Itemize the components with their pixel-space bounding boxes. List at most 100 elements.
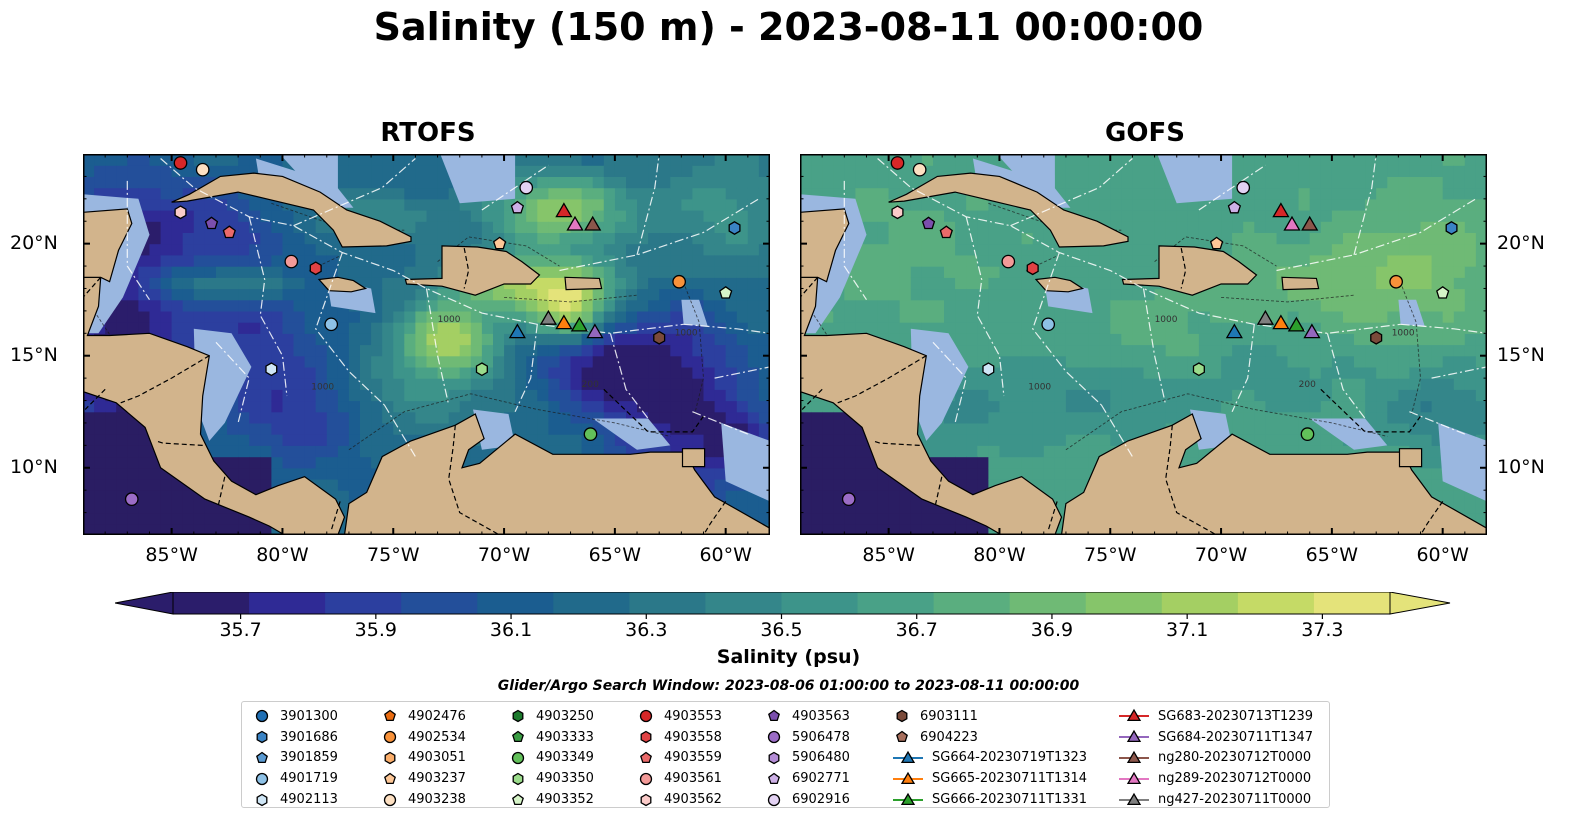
legend-label: 4903558	[664, 729, 722, 745]
land-hispaniola	[1121, 245, 1258, 296]
legend-item: 4903559	[636, 748, 722, 769]
legend-label: 4903349	[536, 750, 594, 766]
legend-label: 6902916	[792, 792, 850, 808]
legend-item: ng427-20230711T0000	[1118, 789, 1313, 810]
platform-ng280-20230712T0000	[1301, 215, 1319, 231]
legend-column: 4902476 4902534 4903051 4903237 4903238	[380, 706, 466, 810]
hexagon-marker-icon	[256, 730, 268, 744]
legend-marker	[896, 710, 908, 723]
legend-marker	[1126, 792, 1142, 805]
platform-4903558	[1026, 261, 1039, 276]
legend-item: 4903563	[764, 706, 850, 727]
legend-label: ng280-20230712T0000	[1158, 750, 1312, 766]
triangle-marker-icon	[893, 792, 923, 805]
platform-4903352	[719, 286, 733, 299]
legend-marker	[384, 751, 396, 765]
hexagon-marker-icon	[512, 710, 524, 723]
legend-marker	[640, 793, 652, 806]
colorbar	[115, 592, 1451, 619]
legend-marker	[900, 771, 916, 784]
map-rtofs[interactable]: 1000 200 1000 1000	[83, 154, 770, 535]
legend-label: SG683-20230713T1239	[1158, 708, 1314, 724]
triangle-marker-icon	[893, 750, 923, 764]
land-central-america	[83, 276, 346, 535]
platform-SG665-20230711T1314	[555, 314, 573, 330]
legend-label: SG665-20230711T1314	[932, 771, 1088, 787]
circle-marker-icon	[767, 793, 781, 806]
legend-marker	[255, 772, 269, 785]
triangle-marker-icon	[1119, 729, 1149, 743]
colorbar-segment	[477, 592, 554, 614]
eez-boundaries	[126, 154, 770, 457]
svg-text:1000: 1000	[1392, 329, 1415, 339]
legend-title: Glider/Argo Search Window: 2023-08-06 01…	[497, 678, 1080, 694]
legend-item: 3901300	[252, 706, 338, 727]
pentagon-marker-icon	[640, 751, 652, 764]
platform-4903561	[284, 254, 299, 269]
hexagon-marker-icon	[896, 710, 908, 723]
legend-column: 4903250 4903333 4903349 4903350 4903352	[508, 706, 594, 810]
legend-label: 4902113	[280, 792, 338, 808]
platform-SG666-20230711T1331	[1287, 316, 1306, 332]
legend-marker	[1126, 750, 1142, 764]
circle-marker-icon	[255, 772, 269, 785]
platform-4903349	[1300, 427, 1315, 441]
legend-item: 4903051	[380, 748, 466, 769]
platform-6902771	[1227, 200, 1242, 214]
colorbar-segment	[173, 592, 250, 614]
triangle-marker-icon	[893, 771, 923, 784]
colorbar-tick-label: 37.1	[1166, 619, 1209, 641]
platform-SG665-20230711T1314	[1272, 314, 1290, 330]
lon-tick-label: 85°W	[145, 544, 198, 566]
legend-marker	[511, 751, 525, 765]
legend-marker	[896, 730, 908, 743]
legend-marker	[768, 710, 780, 722]
legend-item: 4901719	[252, 768, 338, 789]
map-frame	[800, 154, 1487, 535]
pentagon-marker-icon	[256, 751, 268, 764]
platform-6902916	[1236, 180, 1251, 195]
lon-tick-label: 70°W	[1194, 544, 1248, 566]
legend-marker	[767, 793, 781, 806]
legend-label: ng427-20230711T0000	[1158, 792, 1312, 808]
land-yucatan	[83, 208, 133, 283]
panel-title-rtofs: RTOFS	[380, 118, 476, 148]
colorbar-tick-label: 37.3	[1301, 619, 1344, 641]
land-south-america	[343, 413, 770, 535]
legend-item: 5906478	[764, 727, 850, 748]
legend-label: 3901686	[280, 729, 338, 745]
legend-marker	[255, 710, 269, 723]
legend-label: 6902771	[792, 771, 850, 787]
colorbar-segment	[249, 592, 326, 614]
legend-marker	[640, 751, 652, 764]
colorbar-label: Salinity (psu)	[716, 646, 861, 668]
legend-item: 4903553	[636, 706, 722, 727]
pentagon-marker-icon	[896, 730, 908, 743]
legend-marker	[900, 792, 916, 805]
colorbar-segment	[553, 592, 630, 614]
land-central-america	[800, 276, 1063, 535]
legend-marker	[512, 710, 524, 723]
lon-tick-label: 80°W	[973, 544, 1026, 566]
land-trinidad	[1398, 448, 1423, 468]
legend-label: 4903563	[792, 708, 850, 724]
hexagon-marker-icon	[384, 751, 396, 765]
legend-item: 6904223	[892, 727, 1087, 748]
hexagon-marker-icon	[640, 793, 652, 806]
svg-text:1000: 1000	[1155, 315, 1178, 325]
triangle-marker-icon	[1119, 750, 1149, 764]
platform-4903350	[475, 362, 488, 377]
land	[800, 172, 1487, 535]
platform-6903111	[653, 330, 666, 345]
map-gofs[interactable]: 1000 200 1000 1000	[800, 154, 1487, 535]
legend-label: 4903250	[536, 708, 594, 724]
legend-item: 4903558	[636, 727, 722, 748]
land-cuba	[171, 172, 412, 248]
colorbar-tick-label: 36.1	[489, 619, 533, 641]
legend-item: ng289-20230712T0000	[1118, 768, 1313, 789]
circle-marker-icon	[383, 731, 397, 744]
legend-label: 3901300	[280, 708, 338, 724]
platform-4903562	[174, 205, 187, 220]
legend-label: 4903352	[536, 792, 594, 808]
lon-tick-label: 80°W	[256, 544, 309, 566]
